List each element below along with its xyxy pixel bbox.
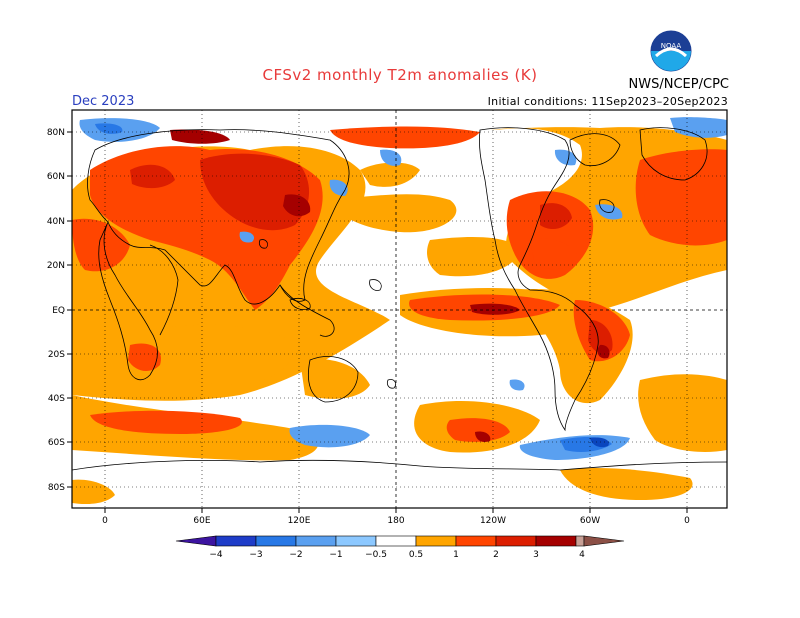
lon-label: 0 <box>684 516 690 526</box>
noaa-logo-text: NOAA <box>661 42 682 50</box>
colorbar-low-arrow <box>175 535 217 547</box>
colorbar-segment <box>415 535 457 547</box>
lon-label: 60E <box>193 516 210 526</box>
lat-label: 60S <box>48 438 65 448</box>
colorbar-label: −0.5 <box>365 550 387 560</box>
colorbar-segment <box>455 535 497 547</box>
map-frame <box>71 109 728 509</box>
valid-month: Dec 2023 <box>72 94 135 109</box>
colorbar-segment <box>335 535 377 547</box>
lat-label: 80S <box>48 483 65 493</box>
lat-label: 20S <box>48 350 65 360</box>
lon-label: 0 <box>102 516 108 526</box>
lon-label: 60W <box>580 516 600 526</box>
lon-label: 120W <box>480 516 506 526</box>
colorbar-label: 3 <box>533 550 539 560</box>
colorbar-segment <box>215 535 257 547</box>
colorbar-label: 1 <box>453 550 459 560</box>
colorbar-segment <box>495 535 537 547</box>
map-reference-lines <box>72 110 727 508</box>
colorbar-label: 2 <box>493 550 499 560</box>
lat-label: 80N <box>47 128 65 138</box>
lon-label: 120E <box>288 516 311 526</box>
lat-label: 20N <box>47 261 65 271</box>
agency-label: NWS/NCEP/CPC <box>628 77 729 92</box>
anomaly-fields <box>72 110 727 508</box>
lat-label: 40S <box>48 394 65 404</box>
map-title: CFSv2 monthly T2m anomalies (K) <box>262 66 538 84</box>
colorbar-segment <box>575 535 585 547</box>
colorbar-label: 4 <box>579 550 585 560</box>
noaa-logo: NOAA <box>650 30 692 72</box>
colorbar-label: −1 <box>329 550 342 560</box>
lat-label: EQ <box>52 306 65 316</box>
lon-label: 180 <box>387 516 404 526</box>
anomaly-warm-4 <box>170 129 610 442</box>
colorbar-segment <box>295 535 337 547</box>
anomaly-cool-3 <box>590 437 609 448</box>
colorbar-label: 0.5 <box>409 550 423 560</box>
coastlines <box>72 127 727 471</box>
colorbar-label: −3 <box>249 550 262 560</box>
colorbar-label: −2 <box>289 550 302 560</box>
latitude-axis: 80N 60N 40N 20N EQ 20S 40S 60S 80S <box>47 128 72 493</box>
colorbar: −4 −3 −2 −1 −0.5 0.5 1 2 3 4 <box>175 535 625 560</box>
anomaly-warm-3 <box>130 153 613 354</box>
colorbar-segment <box>375 535 417 547</box>
longitude-axis: 0 60E 120E 180 120W 60W 0 <box>102 508 690 526</box>
colorbar-high-arrow <box>583 535 625 547</box>
initial-conditions: Initial conditions: 11Sep2023–20Sep2023 <box>487 95 728 108</box>
colorbar-segment <box>535 535 577 547</box>
colorbar-label: −4 <box>209 550 223 560</box>
lat-label: 60N <box>47 172 65 182</box>
colorbar-segment <box>255 535 297 547</box>
lat-label: 40N <box>47 217 65 227</box>
